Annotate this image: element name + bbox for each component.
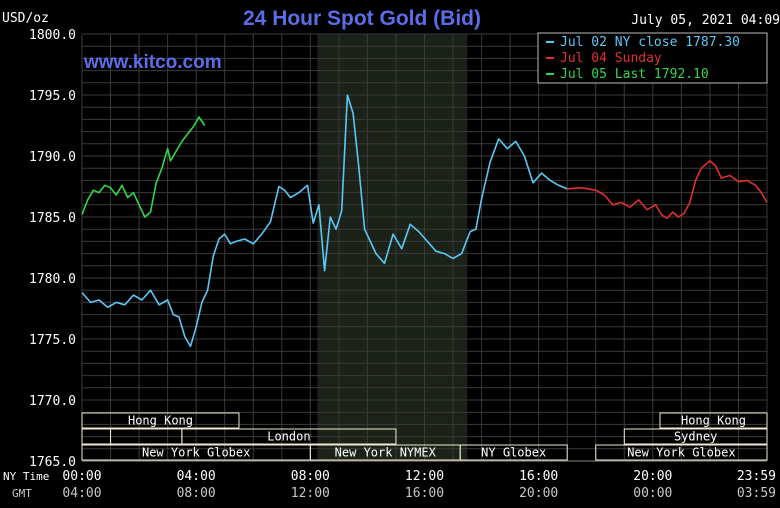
session-label: Hong Kong	[681, 414, 746, 428]
y-tick-label: 1785.0	[29, 211, 76, 226]
y-tick-label: 1790.0	[29, 150, 76, 165]
x-tick-label-ny: 04:00	[177, 469, 216, 484]
session-hong-kong: Hong Kong	[81, 412, 240, 429]
session-new-york-globex: New York Globex	[595, 444, 768, 461]
timestamp: July 05, 2021 04:09	[631, 13, 780, 28]
x-tick-label-gmt: 20:00	[519, 486, 558, 501]
session-box	[181, 428, 397, 445]
session-label: NY Globex	[481, 446, 546, 460]
session-label: New York Globex	[142, 446, 250, 460]
y-tick-label: 1800.0	[29, 28, 76, 43]
x-tick-label-gmt: 12:00	[291, 486, 330, 501]
session-box	[659, 412, 768, 429]
session-sydney: Sydney	[623, 428, 768, 445]
website-watermark: www.kitco.com	[83, 52, 222, 73]
y-tick-label: 1795.0	[29, 89, 76, 104]
session-label: Hong Kong	[128, 414, 193, 428]
session-box	[459, 444, 568, 461]
x-tick-label-ny: 16:00	[519, 469, 558, 484]
ny-time-label: NY Time	[3, 470, 49, 483]
legend-entry: Jul 05 Last 1792.10	[560, 67, 709, 82]
x-tick-label-gmt: 16:00	[405, 486, 444, 501]
shaded-region	[317, 34, 468, 461]
session-box	[623, 428, 768, 445]
legend-box	[537, 32, 768, 84]
session-label: New York Globex	[627, 446, 735, 460]
x-tick-label-gmt: 04:00	[62, 486, 101, 501]
y-axis-unit: USD/oz	[2, 11, 49, 26]
x-tick-label-ny: 08:00	[291, 469, 330, 484]
series-line-2	[81, 116, 206, 218]
price-series	[81, 94, 768, 348]
session-box	[595, 444, 768, 461]
chart-grid	[81, 33, 768, 462]
session-box	[81, 412, 240, 429]
session-london: London	[181, 428, 397, 445]
x-tick-label-ny: 12:00	[405, 469, 444, 484]
session-label: New York NYMEX	[335, 446, 437, 460]
shaded-band	[317, 34, 468, 461]
y-tick-label: 1765.0	[29, 455, 76, 470]
session-label: London	[267, 430, 310, 444]
chart-title: 24 Hour Spot Gold (Bid)	[243, 7, 481, 30]
y-tick-label: 1775.0	[29, 333, 76, 348]
session-hong-kong: Hong Kong	[659, 412, 768, 429]
chart-axes: 1800.0 1795.0 1790.0 1785.0 1780.0 1775.0 1770…	[29, 28, 776, 501]
series-line-0	[81, 94, 568, 348]
legend-entry: Jul 04 Sunday	[560, 51, 662, 66]
x-tick-label-gmt: 08:00	[177, 486, 216, 501]
x-tick-label-ny: 00:00	[62, 469, 101, 484]
series-line-1	[567, 160, 768, 219]
session-label: Sydney	[674, 430, 717, 444]
x-tick-label-ny: 23:59	[737, 469, 776, 484]
legend-entry: Jul 02 NY close 1787.30	[560, 35, 740, 50]
x-tick-label-gmt: 03:59	[737, 486, 776, 501]
x-tick-label-ny: 20:00	[633, 469, 672, 484]
gmt-label: GMT	[12, 487, 32, 500]
session-ny-globex: NY Globex	[459, 444, 568, 461]
y-tick-label: 1770.0	[29, 394, 76, 409]
market-sessions: Hong Kong Hong Kong London Sydney New York G…	[81, 412, 768, 461]
y-tick-label: 1780.0	[29, 272, 76, 287]
x-tick-label-gmt: 00:00	[633, 486, 672, 501]
